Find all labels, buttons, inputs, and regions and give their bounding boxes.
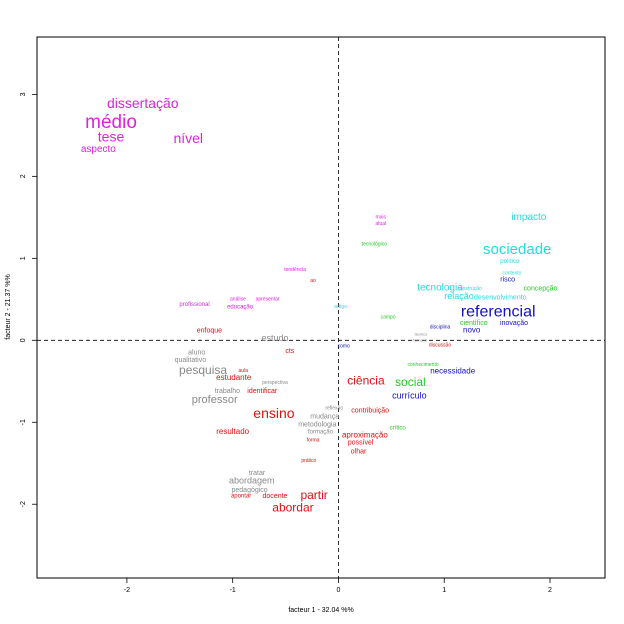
word-point: currículo (392, 390, 427, 400)
word-point: reflexão (325, 406, 343, 412)
word-point: relação (444, 291, 474, 301)
word-point: pedagógico (232, 487, 268, 494)
word-point: pesquisa (179, 363, 227, 377)
word-point: social (395, 375, 426, 389)
x-axis-title: facteur 1 - 32.04 %% (288, 607, 353, 614)
word-point: aspecto (81, 144, 116, 155)
word-point: apontar (231, 494, 251, 500)
word-point: ao (310, 278, 316, 284)
word-point: construção (457, 286, 482, 292)
word-point: como (338, 343, 350, 349)
word-point: artigo (334, 304, 347, 310)
word-point: aluno (188, 349, 205, 356)
word-point: mudança (310, 413, 339, 420)
word-point: nível (173, 130, 203, 146)
word-point: campo (381, 315, 396, 321)
word-point: científico (460, 320, 488, 327)
word-point: humano (413, 337, 428, 342)
word-point: tendência (284, 267, 306, 273)
word-point: resultado (216, 427, 249, 436)
word-point: mais (375, 215, 386, 221)
word-point: abordar (272, 500, 313, 514)
word-point: apresentar (256, 297, 280, 303)
word-point: enfoque (197, 327, 222, 334)
word-point: identificar (247, 388, 278, 395)
word-point: profissional (179, 302, 209, 308)
x-axis-ticks: -2 -1 0 1 2 (124, 578, 552, 594)
word-point: discussão (429, 343, 451, 349)
word-point: conhecimento (408, 362, 439, 368)
word-point: ciência (347, 373, 385, 387)
word-point: possível (348, 440, 374, 447)
word-point: impacto (511, 212, 546, 223)
word-point: contexto (502, 270, 521, 276)
word-point: crítico (390, 426, 407, 432)
y-tick-label: 0 (20, 338, 27, 342)
word-point: tese (98, 129, 125, 145)
y-tick-label: 1 (20, 256, 27, 260)
word-point: cts (285, 348, 294, 355)
word-point: dissertação (107, 95, 179, 111)
word-point: perspectiva (262, 380, 288, 386)
word-point: aproximação (342, 430, 388, 439)
x-tick-label: -2 (124, 587, 130, 594)
word-point: político (500, 259, 520, 265)
word-point: trabalho (215, 388, 240, 395)
word-point: forma (307, 438, 320, 444)
word-point: abordagem (229, 476, 275, 486)
x-tick-label: 0 (336, 587, 340, 594)
word-point: aula (239, 368, 249, 374)
word-point: ensino (253, 405, 294, 421)
word-point: professor (192, 394, 238, 406)
y-tick-label: 3 (20, 92, 27, 96)
word-point: contribuição (351, 408, 389, 415)
word-point: técnico (415, 332, 428, 337)
y-tick-label: -1 (20, 419, 27, 425)
x-tick-label: -1 (230, 587, 236, 594)
word-point: educação (227, 304, 254, 310)
word-point: tecnológico (362, 242, 388, 248)
word-point: prático (301, 458, 316, 464)
word-point: inovação (500, 320, 528, 327)
y-tick-label: 2 (20, 174, 27, 178)
word-point: qualitativo (175, 357, 207, 364)
word-point: olhar (351, 449, 367, 456)
word-point: tecnologia (417, 282, 463, 293)
word-point: necessidade (430, 367, 475, 376)
y-tick-label: -2 (20, 501, 27, 507)
word-point: desenvolvimento (474, 295, 527, 302)
word-point: novo (463, 326, 481, 335)
plot-frame (36, 36, 606, 579)
y-axis-title: facteur 2 - 21.37 %% (5, 274, 12, 339)
word-point: médio (85, 112, 137, 133)
x-tick-label: 2 (548, 587, 552, 594)
word-point: sociedade (483, 241, 551, 258)
word-point: disciplina (430, 325, 451, 331)
x-tick-label: 1 (442, 587, 446, 594)
word-point: concepção (524, 285, 558, 292)
word-point: formação (308, 430, 334, 436)
word-point: análise (230, 297, 246, 303)
y-axis-ticks: -2 -1 0 1 2 3 (20, 92, 37, 507)
word-point: metodologia (298, 422, 336, 429)
word-point: estudo (261, 333, 288, 343)
word-point: atual (375, 221, 386, 227)
word-point: estudante (216, 373, 252, 382)
word-point: risco (500, 276, 515, 283)
word-point: tratar (249, 470, 266, 477)
word-point: referencial (461, 304, 536, 321)
word-point: docente (263, 493, 288, 500)
word-point: partir (300, 488, 327, 502)
